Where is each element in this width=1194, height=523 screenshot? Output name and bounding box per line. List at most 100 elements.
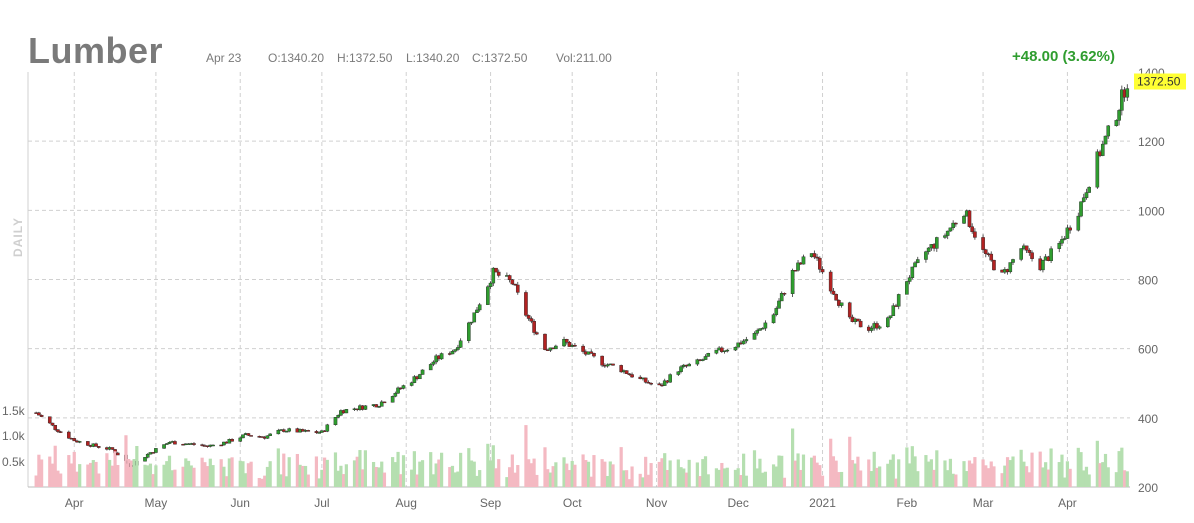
candle-body bbox=[192, 443, 196, 445]
candle-body bbox=[695, 359, 700, 365]
candle-body bbox=[847, 302, 852, 318]
volume-bar bbox=[682, 468, 686, 487]
volume-bar bbox=[742, 453, 746, 487]
volume-bar bbox=[173, 469, 177, 487]
candle-body bbox=[162, 444, 166, 449]
volume-bar bbox=[263, 475, 267, 487]
candle-body bbox=[967, 210, 972, 227]
volume-bar bbox=[439, 452, 444, 487]
volume-tick-label: 1.5k bbox=[2, 404, 26, 418]
volume-bar bbox=[393, 462, 397, 487]
volume-bar bbox=[124, 435, 128, 487]
volume-bar bbox=[420, 460, 425, 487]
candle-body bbox=[86, 441, 90, 446]
volume-bar bbox=[361, 469, 365, 487]
candle-body bbox=[1027, 250, 1032, 253]
candle-body bbox=[771, 314, 776, 324]
volume-bar bbox=[67, 455, 71, 487]
volume-bar bbox=[513, 472, 517, 487]
volume-bar bbox=[486, 443, 490, 487]
candle-body bbox=[363, 405, 368, 410]
candle-body bbox=[276, 430, 281, 435]
volume-bar bbox=[238, 460, 242, 487]
candle-body bbox=[1057, 243, 1062, 249]
volume-bar bbox=[894, 478, 898, 487]
volume-bar bbox=[548, 472, 553, 487]
volume-bar bbox=[143, 464, 147, 487]
volume-bar bbox=[146, 465, 150, 487]
candle-body bbox=[390, 396, 395, 403]
volume-bar bbox=[592, 455, 596, 487]
candle-body bbox=[535, 332, 539, 335]
candle-body bbox=[856, 318, 860, 322]
volume-bar bbox=[154, 465, 158, 487]
volume-bar bbox=[415, 474, 419, 487]
volume-bar bbox=[352, 460, 357, 487]
candle-body bbox=[409, 382, 414, 386]
candle-body bbox=[567, 342, 572, 347]
volume-bar bbox=[181, 466, 185, 487]
candle-body bbox=[249, 435, 253, 437]
volume-bar bbox=[105, 453, 109, 487]
volume-bar bbox=[790, 428, 795, 487]
candle-body bbox=[58, 431, 63, 433]
candle-body bbox=[265, 435, 270, 439]
candle-body bbox=[496, 271, 501, 276]
candle-body bbox=[992, 259, 996, 271]
candle-body bbox=[77, 441, 82, 443]
candle-body bbox=[720, 347, 724, 352]
candle-body bbox=[173, 441, 177, 445]
candle-body bbox=[393, 393, 398, 397]
volume-bar bbox=[584, 460, 588, 487]
volume-bar bbox=[722, 468, 727, 487]
volume-bar bbox=[676, 459, 680, 487]
candle-body bbox=[981, 237, 985, 250]
volume-bar bbox=[758, 458, 762, 487]
volume-bar bbox=[1000, 473, 1004, 487]
volume-bar bbox=[437, 459, 441, 487]
candle-body bbox=[143, 457, 147, 462]
candle-body bbox=[1095, 151, 1100, 188]
candle-body bbox=[755, 330, 760, 334]
volume-bar bbox=[535, 474, 539, 487]
volume-bar bbox=[410, 469, 414, 487]
candle-body bbox=[630, 374, 634, 378]
volume-bar bbox=[56, 470, 60, 487]
candle-body bbox=[657, 383, 662, 386]
volume-bar bbox=[850, 460, 855, 487]
candle-body bbox=[287, 428, 292, 432]
volume-bar bbox=[478, 470, 482, 487]
volume-bar bbox=[380, 461, 384, 487]
volume-bar bbox=[657, 461, 661, 487]
volume-bar bbox=[649, 463, 653, 487]
volume-bar bbox=[801, 454, 806, 487]
volume-bar bbox=[725, 467, 729, 487]
volume-bar bbox=[967, 460, 972, 487]
volume-bar bbox=[314, 456, 319, 487]
volume-bar bbox=[687, 459, 691, 487]
candle-body bbox=[219, 444, 223, 447]
volume-bar bbox=[37, 454, 41, 487]
candle-body bbox=[222, 441, 226, 446]
volume-bar bbox=[1049, 448, 1053, 487]
x-tick-label: 2021 bbox=[809, 496, 836, 510]
volume-bar bbox=[554, 462, 558, 487]
candle-body bbox=[53, 425, 58, 430]
candle-body bbox=[983, 249, 988, 254]
candle-body bbox=[510, 279, 515, 285]
candle-body bbox=[945, 230, 950, 236]
candle-body bbox=[1011, 259, 1015, 263]
quote-high: H:1372.50 bbox=[337, 51, 393, 65]
volume-bar bbox=[116, 464, 120, 487]
candle-body bbox=[627, 373, 632, 375]
volume-bar bbox=[344, 464, 348, 487]
volume-bar bbox=[1060, 454, 1064, 487]
volume-bar bbox=[717, 469, 721, 487]
volume-bar bbox=[867, 459, 871, 487]
volume-bar bbox=[755, 468, 759, 487]
volume-bar bbox=[853, 463, 857, 487]
candle-body bbox=[1019, 248, 1023, 260]
x-tick-label: Apr bbox=[65, 496, 84, 510]
volume-bar bbox=[1068, 468, 1072, 487]
volume-bar bbox=[268, 461, 272, 487]
